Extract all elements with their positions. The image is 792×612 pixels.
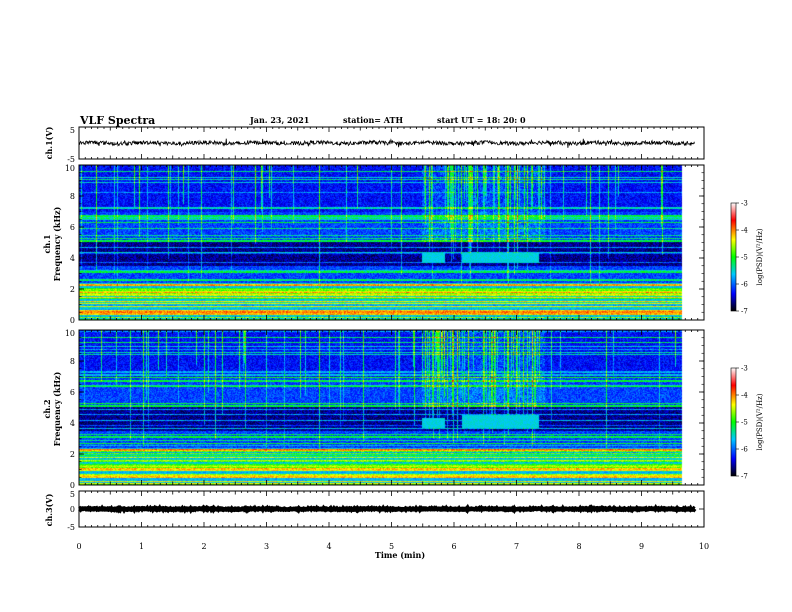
ch2-colorbar: -3 -4 -5 -6 -7 log(PSD)(V²/Hz) — [730, 365, 764, 481]
ch3-waveform-trace — [78, 503, 697, 515]
ch3-waveform-ytick-label: 0 — [70, 505, 75, 514]
ch3-waveform-ytick-label: 5 — [70, 490, 75, 499]
x-tick-label: 6 — [451, 542, 456, 551]
ch2-colorbar-gradient — [730, 367, 737, 477]
yl2-line-1: Frequency (kHz) — [52, 206, 62, 281]
ch2-spectrogram-image — [79, 330, 692, 485]
x-axis: 0 1 2 3 4 5 6 7 8 9 10 — [76, 542, 709, 551]
x-tick-label: 0 — [76, 542, 81, 551]
ch1-spectrogram-image — [79, 165, 692, 320]
cb2-ticks-tick-label: -7 — [741, 473, 748, 481]
yl3-line-1: Frequency (kHz) — [52, 371, 62, 446]
yl2-line-0: ch.1 — [42, 234, 52, 253]
ch1-spectrogram-ytick-label: 6 — [70, 223, 75, 232]
ch1-waveform-panel: 5 -5 — [67, 126, 705, 164]
ch1-colorbar-title: log(PSD)(V²/Hz) — [756, 228, 764, 285]
ch1-spectrogram-ytick-label: 0 — [70, 316, 75, 325]
ch2-colorbar-title: log(PSD)(V²/Hz) — [756, 393, 764, 450]
ch2-spectrogram-ylabel: ch.2Frequency (kHz) — [42, 371, 62, 446]
cb1-ticks-tick-label: -6 — [741, 281, 748, 289]
ch1-spectrogram-ytick-label: 10 — [65, 164, 75, 173]
cb2-ticks-tick-label: -3 — [741, 365, 748, 373]
ch3-waveform-ylabel: ch.3(V) — [44, 493, 54, 526]
figure-title: VLF Spectra — [79, 114, 155, 127]
cb1-ticks-tick-label: -3 — [741, 200, 748, 208]
cb1-ticks-tick-label: -4 — [741, 227, 748, 235]
ch1-spectrogram-ylabel: ch.1Frequency (kHz) — [42, 206, 62, 281]
x-tick-label: 1 — [139, 542, 144, 551]
ch2-spectrogram-ytick-label: 10 — [65, 329, 75, 338]
start-ut-label: start UT = 18: 20: 0 — [437, 115, 526, 125]
yl3-line-0: ch.2 — [42, 399, 52, 418]
ch1-waveform-ytick-label: 5 — [70, 126, 75, 135]
x-axis-title: Time (min) — [375, 550, 425, 560]
x-tick-label: 5 — [389, 542, 394, 551]
ch2-spectrogram-ytick-label: 4 — [70, 419, 75, 428]
ch2-spectrogram-ytick-label: 2 — [70, 450, 75, 459]
cb2-ticks-tick-label: -4 — [741, 392, 748, 400]
ch1-spectrogram-ytick-label: 2 — [70, 285, 75, 294]
ch2-spectrogram-panel: 0 2 4 6 8 10 — [65, 329, 705, 490]
cb2-ticks-tick-label: -6 — [741, 446, 748, 454]
x-tick-label: 7 — [514, 542, 519, 551]
cb2-ticks-tick-label: -5 — [741, 419, 748, 427]
x-tick-label: 4 — [326, 542, 331, 551]
ch1-colorbar: -3 -4 -5 -6 -7 log(PSD)(V²/Hz) — [730, 200, 764, 316]
ch1-spectrogram-ytick-label: 4 — [70, 254, 75, 263]
ch2-spectrogram-ytick-label: 8 — [70, 357, 75, 366]
x-tick-label: 2 — [201, 542, 206, 551]
cb1-ticks-tick-label: -7 — [741, 308, 748, 316]
ch1-waveform-trace — [78, 138, 695, 148]
x-tick-label: 3 — [264, 542, 269, 551]
cb1-ticks-tick-label: -5 — [741, 254, 748, 262]
ch2-spectrogram-ytick-label: 0 — [70, 481, 75, 490]
ch1-spectrogram-panel: 0 2 4 6 8 10 — [65, 164, 705, 325]
ch1-spectrogram-ytick-label: 8 — [70, 192, 75, 201]
ch1-colorbar-gradient — [730, 202, 737, 312]
ch3-waveform-panel: 5 0 -5 — [67, 490, 705, 532]
station-label: station= ATH — [343, 115, 403, 125]
ch1-waveform-ylabel: ch.1(V) — [44, 126, 54, 159]
ch2-spectrogram-ytick-label: 6 — [70, 388, 75, 397]
date-label: Jan. 23, 2021 — [249, 115, 309, 125]
x-tick-label: 8 — [576, 542, 581, 551]
ch3-waveform-ytick-label: -5 — [67, 523, 75, 532]
x-tick-label: 10 — [699, 542, 709, 551]
ch1-waveform-ytick-label: -5 — [67, 155, 75, 164]
x-tick-label: 9 — [639, 542, 644, 551]
